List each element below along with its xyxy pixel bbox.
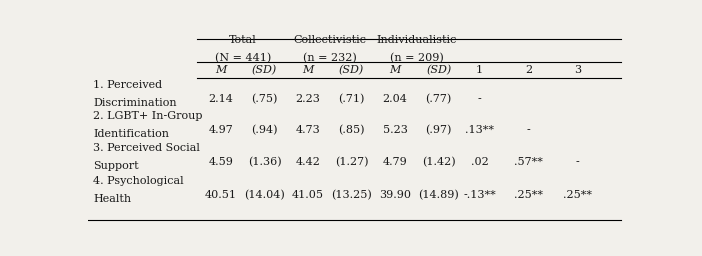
Text: 39.90: 39.90 bbox=[379, 190, 411, 200]
Text: (1.36): (1.36) bbox=[248, 157, 282, 167]
Text: (n = 232): (n = 232) bbox=[303, 54, 357, 64]
Text: -.13**: -.13** bbox=[463, 190, 496, 200]
Text: .57**: .57** bbox=[514, 157, 543, 167]
Text: Support: Support bbox=[93, 161, 139, 171]
Text: -: - bbox=[526, 125, 530, 135]
Text: 1: 1 bbox=[476, 65, 483, 75]
Text: 2: 2 bbox=[525, 65, 532, 75]
Text: 4.42: 4.42 bbox=[296, 157, 321, 167]
Text: .13**: .13** bbox=[465, 125, 494, 135]
Text: (.75): (.75) bbox=[251, 94, 278, 104]
Text: (n = 209): (n = 209) bbox=[390, 54, 444, 64]
Text: (.97): (.97) bbox=[425, 125, 452, 135]
Text: .02: .02 bbox=[470, 157, 489, 167]
Text: (.94): (.94) bbox=[251, 125, 278, 135]
Text: Collectivistic: Collectivistic bbox=[293, 35, 366, 45]
Text: 4.73: 4.73 bbox=[296, 125, 321, 135]
Text: 2.04: 2.04 bbox=[383, 94, 408, 104]
Text: Health: Health bbox=[93, 194, 131, 204]
Text: M: M bbox=[216, 65, 227, 75]
Text: M: M bbox=[390, 65, 401, 75]
Text: (SD): (SD) bbox=[252, 65, 277, 75]
Text: (SD): (SD) bbox=[426, 65, 451, 75]
Text: M: M bbox=[303, 65, 314, 75]
Text: 4.59: 4.59 bbox=[208, 157, 234, 167]
Text: 3. Perceived Social: 3. Perceived Social bbox=[93, 143, 200, 153]
Text: 4.97: 4.97 bbox=[208, 125, 234, 135]
Text: (14.04): (14.04) bbox=[244, 190, 285, 200]
Text: .25**: .25** bbox=[514, 190, 543, 200]
Text: Individualistic: Individualistic bbox=[377, 35, 457, 45]
Text: (SD): (SD) bbox=[339, 65, 364, 75]
Text: (.85): (.85) bbox=[338, 125, 365, 135]
Text: 41.05: 41.05 bbox=[292, 190, 324, 200]
Text: 3: 3 bbox=[574, 65, 581, 75]
Text: (1.27): (1.27) bbox=[335, 157, 369, 167]
Text: (1.42): (1.42) bbox=[422, 157, 456, 167]
Text: 2. LGBT+ In-Group: 2. LGBT+ In-Group bbox=[93, 111, 203, 121]
Text: 4. Psychological: 4. Psychological bbox=[93, 176, 184, 186]
Text: (.71): (.71) bbox=[338, 94, 365, 104]
Text: -: - bbox=[576, 157, 579, 167]
Text: 1. Perceived: 1. Perceived bbox=[93, 80, 162, 90]
Text: (.77): (.77) bbox=[425, 94, 452, 104]
Text: Identification: Identification bbox=[93, 129, 169, 139]
Text: 2.14: 2.14 bbox=[208, 94, 234, 104]
Text: 5.23: 5.23 bbox=[383, 125, 408, 135]
Text: (14.89): (14.89) bbox=[418, 190, 459, 200]
Text: 2.23: 2.23 bbox=[296, 94, 321, 104]
Text: .25**: .25** bbox=[563, 190, 592, 200]
Text: -: - bbox=[477, 94, 482, 104]
Text: Total: Total bbox=[229, 35, 257, 45]
Text: (N = 441): (N = 441) bbox=[215, 54, 271, 64]
Text: 4.79: 4.79 bbox=[383, 157, 408, 167]
Text: Discrimination: Discrimination bbox=[93, 98, 177, 108]
Text: (13.25): (13.25) bbox=[331, 190, 372, 200]
Text: 40.51: 40.51 bbox=[205, 190, 237, 200]
